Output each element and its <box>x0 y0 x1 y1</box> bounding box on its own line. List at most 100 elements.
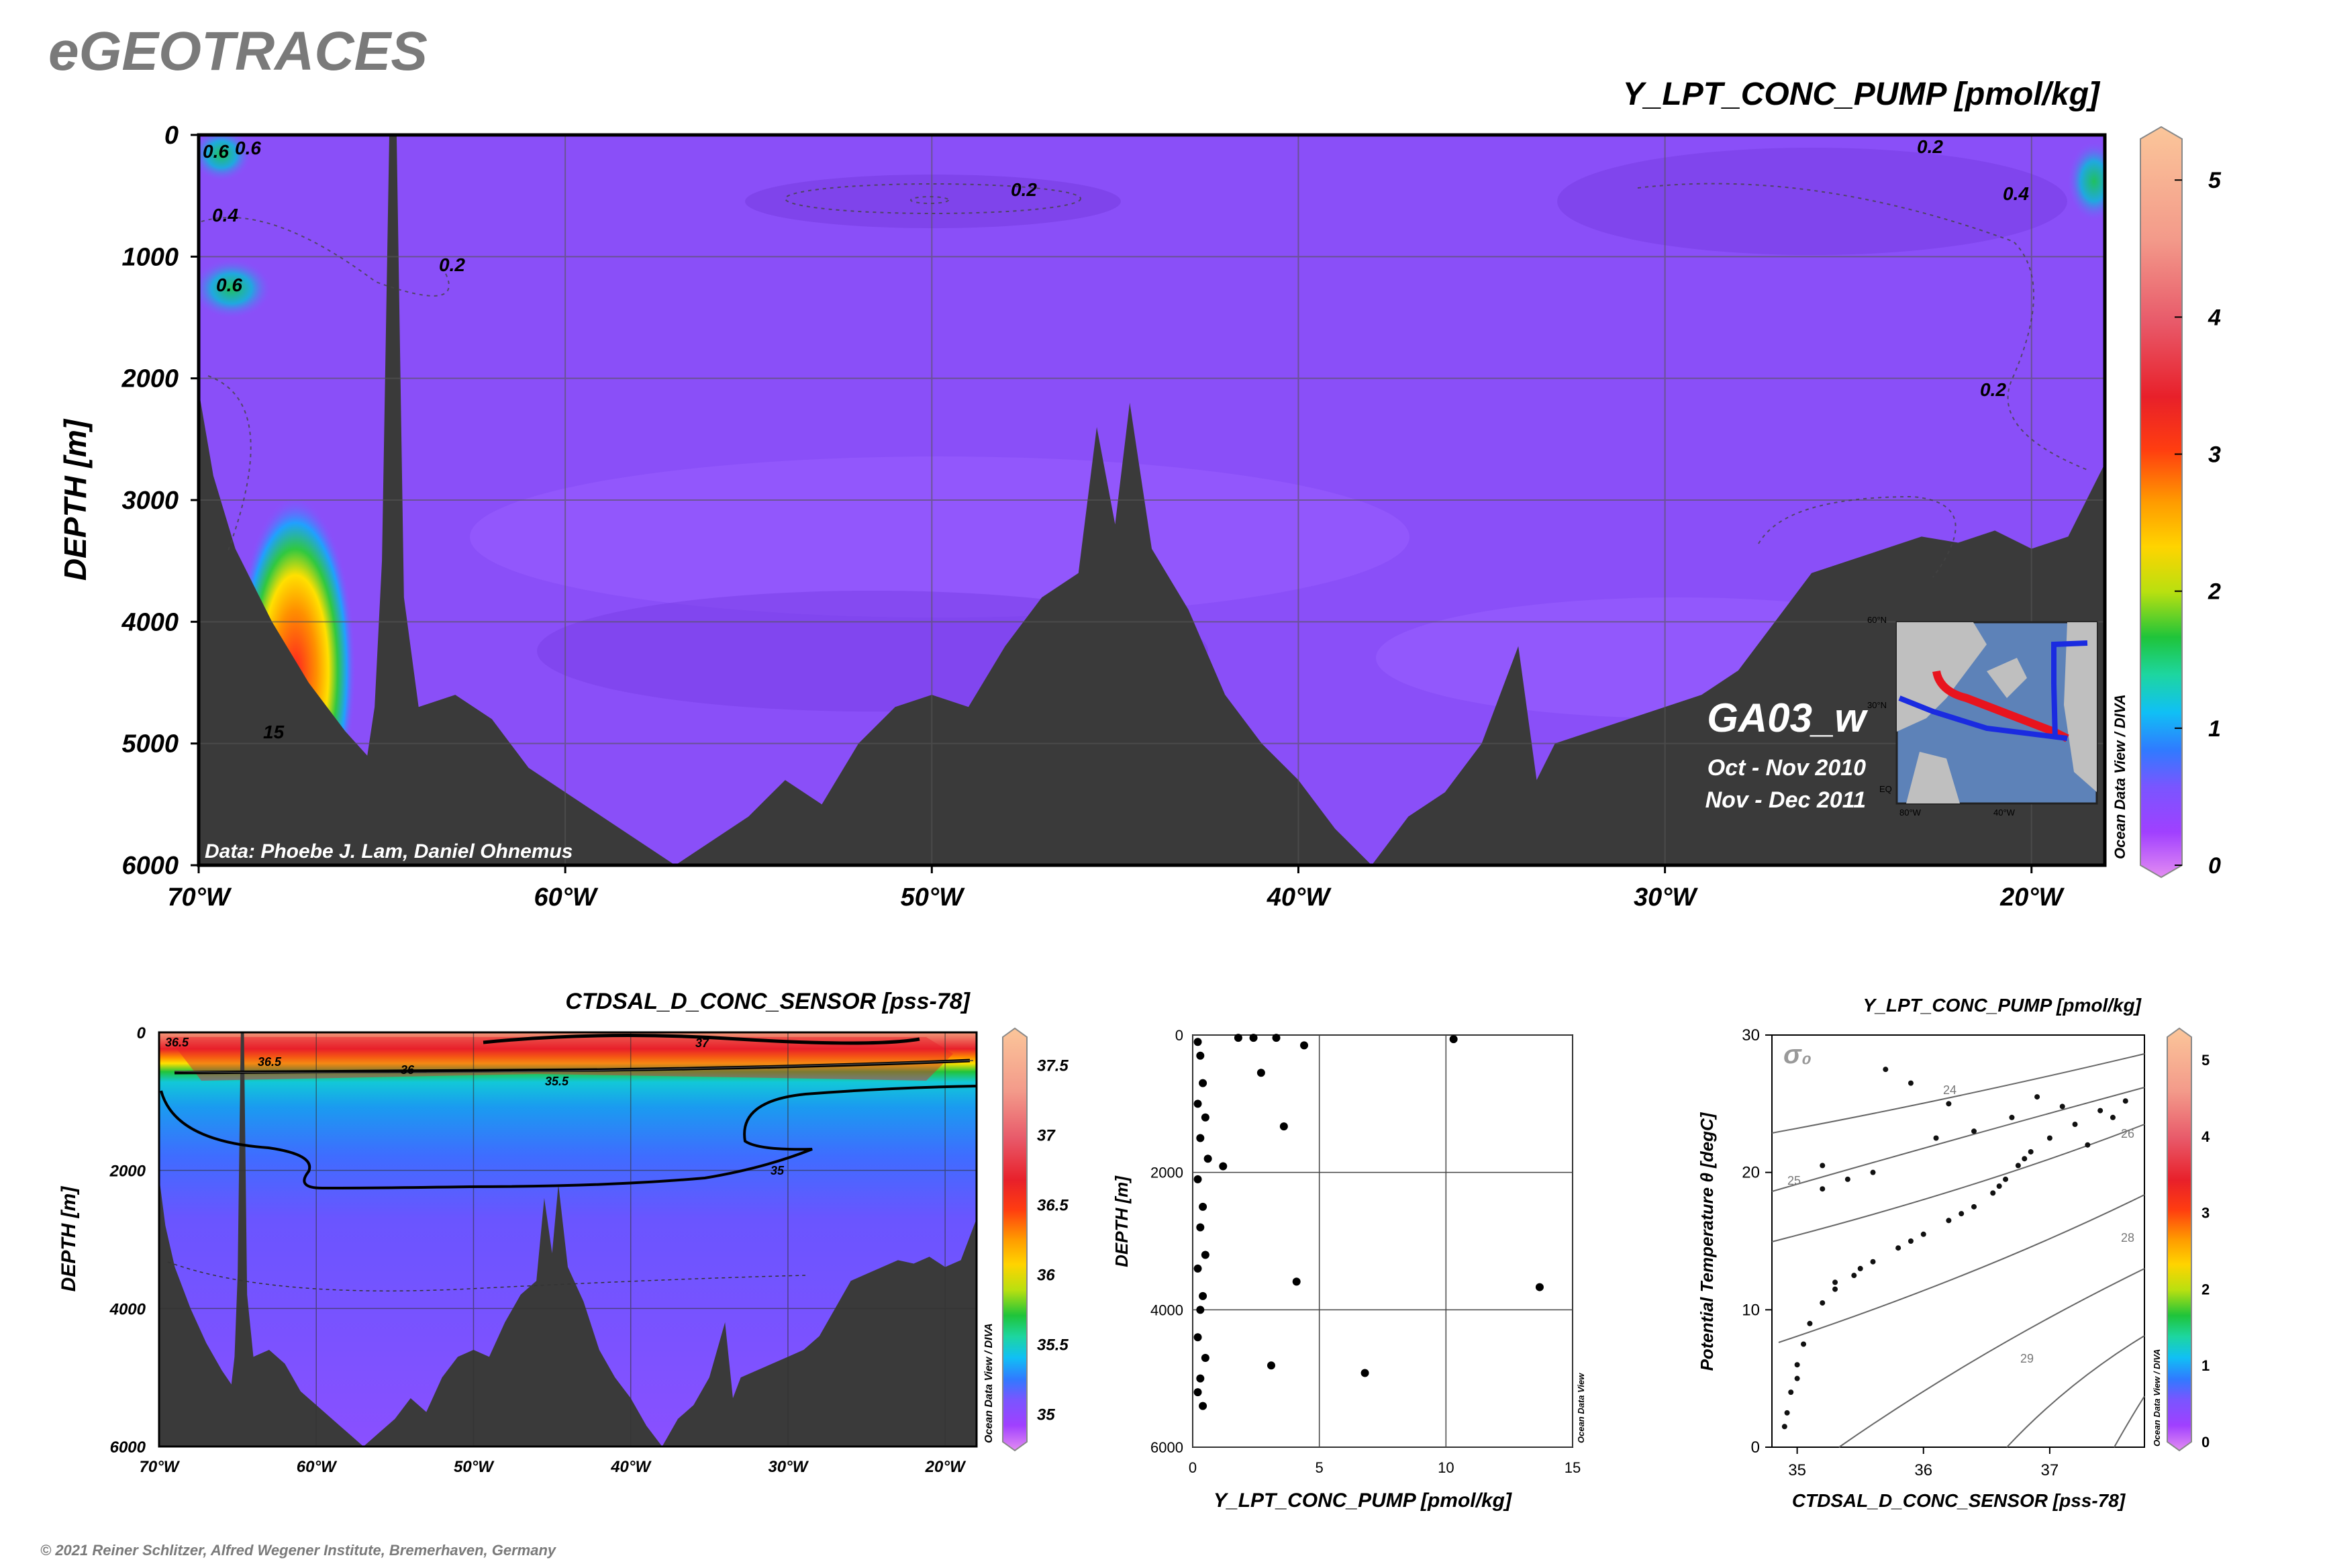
x-tick-label: 20°W <box>925 1458 967 1476</box>
data-point <box>1199 1291 1207 1300</box>
y-tick-label: 0 <box>1175 1027 1183 1044</box>
inset-map: 60°N 30°N EQ 80°W 40°W <box>1867 615 2098 818</box>
contour-label: 0.6 <box>235 138 261 158</box>
inset-lat-label: 30°N <box>1867 700 1887 710</box>
data-point <box>1201 1251 1209 1259</box>
data-point <box>1857 1265 1863 1271</box>
data-point <box>2015 1163 2021 1169</box>
data-point <box>1788 1389 1794 1395</box>
x-tick-label: 10 <box>1438 1459 1454 1476</box>
data-point <box>1870 1169 1876 1175</box>
data-point <box>1883 1067 1889 1073</box>
colorbar-tick-label: 5 <box>2201 1052 2210 1069</box>
data-point <box>1920 1231 1926 1237</box>
data-point <box>1851 1273 1857 1279</box>
y-tick-label: 6000 <box>121 852 179 880</box>
data-point <box>1201 1353 1209 1362</box>
x-tick-label: 40°W <box>1267 883 1332 912</box>
data-point <box>1870 1259 1876 1265</box>
data-point <box>1971 1204 1977 1210</box>
inset-lon-label: 80°W <box>1899 807 1922 818</box>
data-point <box>1234 1034 1242 1042</box>
data-point <box>2046 1135 2052 1141</box>
ts-x-axis-label: CTDSAL_D_CONC_SENSOR [pss-78] <box>1792 1490 2126 1511</box>
data-point <box>1279 1122 1288 1131</box>
ts-color-title: Y_LPT_CONC_PUMP [pmol/kg] <box>1863 995 2142 1016</box>
y-tick-label: 3000 <box>121 487 179 515</box>
contour-label: 15 <box>263 722 285 742</box>
cruise-dates-1: Oct - Nov 2010 <box>1707 755 1866 781</box>
x-tick-label: 36 <box>1914 1461 1932 1479</box>
data-point <box>1832 1279 1838 1285</box>
track-red <box>1932 670 2069 742</box>
odv-credit-profile: Ocean Data View <box>1576 1373 1586 1443</box>
colorbar-tick-label: 2 <box>2201 1281 2210 1297</box>
data-point <box>1203 1155 1212 1163</box>
profile-points <box>1193 1034 1544 1410</box>
data-point <box>1272 1034 1281 1042</box>
profile-y-axis-label: DEPTH [m] <box>1111 1175 1132 1267</box>
x-tick-label: 15 <box>1565 1459 1581 1476</box>
contour-label: 36.5 <box>165 1036 189 1049</box>
main-y-axis-label: DEPTH [m] <box>58 418 93 581</box>
y-tick-label: 0 <box>1751 1438 1760 1457</box>
contour-label: 37 <box>695 1036 709 1050</box>
cruise-label: GA03_w <box>1707 695 1868 740</box>
data-point <box>1990 1190 1996 1196</box>
data-point <box>1820 1163 1826 1169</box>
data-point <box>1196 1223 1205 1232</box>
data-point <box>2028 1148 2034 1155</box>
data-point <box>2122 1098 2128 1104</box>
data-point <box>1199 1202 1207 1211</box>
data-point <box>1946 1101 1952 1107</box>
contour-label: 0.2 <box>439 254 465 275</box>
data-point <box>1267 1361 1275 1370</box>
main-contour-labels: 0.6 0.6 0.4 0.6 0.2 0.2 0.2 0.4 0.2 15 <box>203 136 2029 742</box>
isopycnals <box>1771 1053 2145 1448</box>
data-point <box>1193 1099 1202 1108</box>
data-point <box>1820 1300 1826 1306</box>
ts-y-axis-label: Potential Temperature θ [degC] <box>1697 1112 1717 1371</box>
profile-x-axis-label: Y_LPT_CONC_PUMP [pmol/kg] <box>1214 1489 1512 1512</box>
copyright: © 2021 Reiner Schlitzer, Alfred Wegener … <box>40 1542 557 1559</box>
data-point <box>1535 1283 1544 1291</box>
data-point <box>1219 1162 1228 1171</box>
data-point <box>1784 1410 1790 1416</box>
data-point <box>1933 1135 1939 1141</box>
y-tick-label: 20 <box>1742 1164 1760 1182</box>
colorbar-tick-label: 35 <box>1037 1406 1055 1424</box>
y-tick-label: 2000 <box>109 1163 146 1181</box>
data-point <box>2009 1114 2015 1120</box>
cruise-dates-2: Nov - Dec 2011 <box>1705 787 1866 813</box>
colorbar-tick-label: 4 <box>2201 1128 2210 1145</box>
odv-credit-ts: Ocean Data View / DIVA <box>2152 1349 2162 1447</box>
data-point <box>1193 1038 1202 1046</box>
salinity-section-plot: CTDSAL_D_CONC_SENSOR [pss-78] 36.5 36.5 … <box>58 989 1069 1476</box>
y-tick-label: 2000 <box>121 365 179 393</box>
data-point <box>1908 1080 1914 1086</box>
data-point <box>1193 1264 1202 1273</box>
data-point <box>1292 1277 1301 1286</box>
data-point <box>2072 1122 2078 1128</box>
x-tick-label: 60°W <box>297 1458 338 1476</box>
contour-label: 35 <box>771 1164 785 1177</box>
data-point <box>1781 1424 1787 1430</box>
data-point <box>1196 1051 1205 1060</box>
odv-credit-main: Ocean Data View / DIVA <box>2112 694 2128 859</box>
data-point <box>2059 1104 2065 1110</box>
colorbar-tick-label: 3 <box>2208 442 2221 468</box>
contour-label: 35.5 <box>545 1075 569 1088</box>
ts-colorbar: 0 1 2 3 4 5 <box>2167 1027 2210 1452</box>
data-point <box>1249 1034 1258 1042</box>
data-point <box>1300 1041 1309 1050</box>
x-tick-label: 30°W <box>768 1458 809 1476</box>
inset-lon-label: 40°W <box>1993 807 2016 818</box>
data-point <box>1908 1238 1914 1244</box>
y-tick-label: 6000 <box>1150 1439 1183 1456</box>
data-point <box>2097 1108 2103 1114</box>
inset-lat-label: EQ <box>1879 784 1892 794</box>
data-point <box>2110 1114 2116 1120</box>
main-section-plot: Y_LPT_CONC_PUMP [pmol/kg] 0.6 <box>58 77 2222 912</box>
contour-label: 0.4 <box>2003 183 2029 204</box>
